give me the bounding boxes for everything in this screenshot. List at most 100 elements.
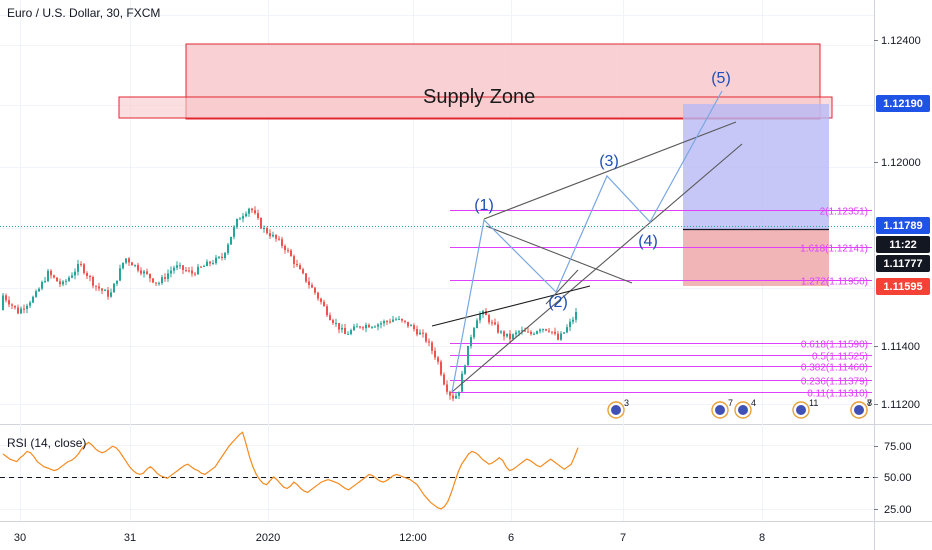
rsi-tick-label: 25.00 — [884, 504, 912, 516]
economic-events[interactable]: 3 7 4 11 87 — [607, 398, 872, 419]
grid-lines — [0, 0, 874, 521]
fib-level-label: 1.618(1.12141) — [800, 244, 868, 255]
candle-body — [254, 210, 256, 214]
elliott-wave-tool[interactable]: (1) (2) (3) (4) (5) — [451, 70, 731, 393]
event-badge-count: 8 — [867, 398, 872, 408]
candle-body — [131, 262, 133, 266]
price-tag-label: 11:22 — [889, 239, 917, 251]
price-tag-label: 1.11789 — [883, 220, 922, 232]
candle-body — [356, 326, 358, 328]
candlesticks — [2, 206, 577, 402]
candle-body — [389, 321, 391, 323]
event-badge-count: 7 — [728, 398, 733, 408]
price-tag-label: 1.12190 — [883, 98, 923, 110]
candle-body — [572, 319, 574, 322]
candle-body — [125, 258, 127, 263]
candle-body — [14, 305, 16, 308]
candle-body — [311, 285, 313, 288]
wave-label: (3) — [599, 153, 619, 170]
candle-body — [71, 275, 73, 278]
candle-body — [440, 361, 442, 375]
event-badge-count: 7 — [867, 398, 872, 408]
price-tick-label: 1.11400 — [881, 341, 920, 353]
candle-body — [317, 292, 319, 299]
candle-body — [401, 318, 403, 321]
candle-body — [170, 270, 172, 274]
price-axis[interactable]: 1.12400 1.12000 1.11400 1.11200 75.00 50.00 25… — [874, 35, 930, 516]
candle-body — [296, 263, 298, 266]
candle-body — [2, 295, 4, 310]
position-target-area — [683, 104, 829, 229]
trendline — [431, 285, 591, 327]
candle-body — [344, 327, 346, 335]
candle-body — [419, 332, 421, 335]
candle-body — [140, 270, 142, 274]
long-position-tool[interactable] — [683, 104, 829, 286]
candle-body — [260, 218, 262, 229]
candle-body — [194, 273, 196, 275]
candle-body — [110, 292, 112, 297]
candle-body — [158, 283, 160, 285]
candle-body — [497, 324, 499, 333]
candle-body — [341, 327, 343, 330]
chart-symbol-title: Euro / U.S. Dollar, 30, FXCM — [7, 6, 161, 20]
candle-body — [347, 333, 349, 335]
candle-body — [224, 252, 226, 259]
candle-body — [452, 395, 454, 399]
candle-body — [188, 270, 190, 272]
flag-icon-inner — [715, 405, 725, 415]
price-tick-label: 1.12400 — [881, 35, 921, 47]
fib-level-label: 0.5(1.11525) — [812, 352, 868, 363]
candle-body — [62, 281, 64, 285]
candle-body — [476, 320, 478, 329]
candle-body — [485, 311, 487, 316]
candle-body — [488, 315, 490, 323]
candle-body — [122, 262, 124, 269]
time-axis[interactable]: 30 31 2020 12:00 6 7 8 — [14, 532, 765, 544]
candle-body — [359, 326, 361, 328]
event-badge: 7 — [711, 398, 733, 419]
candle-body — [371, 326, 373, 328]
candle-body — [521, 330, 523, 332]
candle-body — [167, 273, 169, 279]
event-badge-count: 4 — [751, 398, 756, 408]
candle-body — [251, 208, 253, 211]
candle-body — [446, 384, 448, 392]
candle-body — [164, 277, 166, 279]
candle-body — [248, 208, 250, 214]
event-badge-count: 3 — [624, 398, 629, 408]
flag-icon-inner — [738, 405, 748, 415]
candle-body — [284, 245, 286, 251]
candle-body — [236, 218, 238, 228]
candle-body — [467, 345, 469, 366]
candle-body — [383, 321, 385, 324]
candle-body — [128, 258, 130, 263]
candle-body — [404, 320, 406, 322]
candle-body — [98, 286, 100, 289]
candle-body — [416, 329, 418, 335]
candle-body — [41, 282, 43, 289]
candle-body — [428, 341, 430, 343]
candle-body — [533, 333, 535, 335]
candle-body — [308, 281, 310, 286]
flag-icon-inner — [796, 405, 806, 415]
fib-level-label: 0.236(1.11379) — [801, 377, 868, 388]
candle-body — [335, 322, 337, 324]
candle-body — [464, 365, 466, 374]
fib-extension-tool[interactable]: 2(1.12351) 1.618(1.12141) 1.272(1.11950) 0.… — [450, 207, 872, 400]
candle-body — [68, 277, 70, 281]
candle-body — [197, 266, 199, 275]
candle-body — [524, 330, 526, 332]
event-badge: 7 — [850, 398, 872, 419]
candle-body — [209, 261, 211, 264]
candle-body — [314, 287, 316, 293]
candle-body — [275, 234, 277, 239]
trendlines[interactable] — [0, 121, 874, 393]
candle-body — [239, 218, 241, 220]
time-tick-label: 8 — [759, 532, 765, 544]
candle-body — [269, 233, 271, 237]
trendline — [545, 269, 579, 305]
candle-body — [386, 321, 388, 323]
candle-body — [512, 334, 514, 340]
